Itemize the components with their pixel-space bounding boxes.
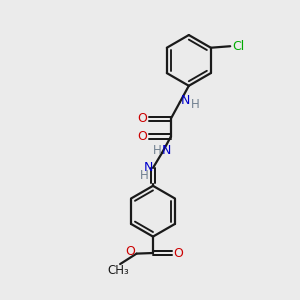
- Text: O: O: [138, 130, 148, 143]
- Text: O: O: [173, 247, 183, 260]
- Text: H: H: [153, 144, 162, 158]
- Text: N: N: [162, 144, 171, 158]
- Text: N: N: [181, 94, 190, 107]
- Text: O: O: [138, 112, 148, 125]
- Text: Cl: Cl: [232, 40, 245, 53]
- Text: O: O: [125, 245, 135, 258]
- Text: H: H: [140, 169, 149, 182]
- Text: CH₃: CH₃: [108, 264, 130, 277]
- Text: N: N: [144, 161, 153, 174]
- Text: H: H: [190, 98, 199, 111]
